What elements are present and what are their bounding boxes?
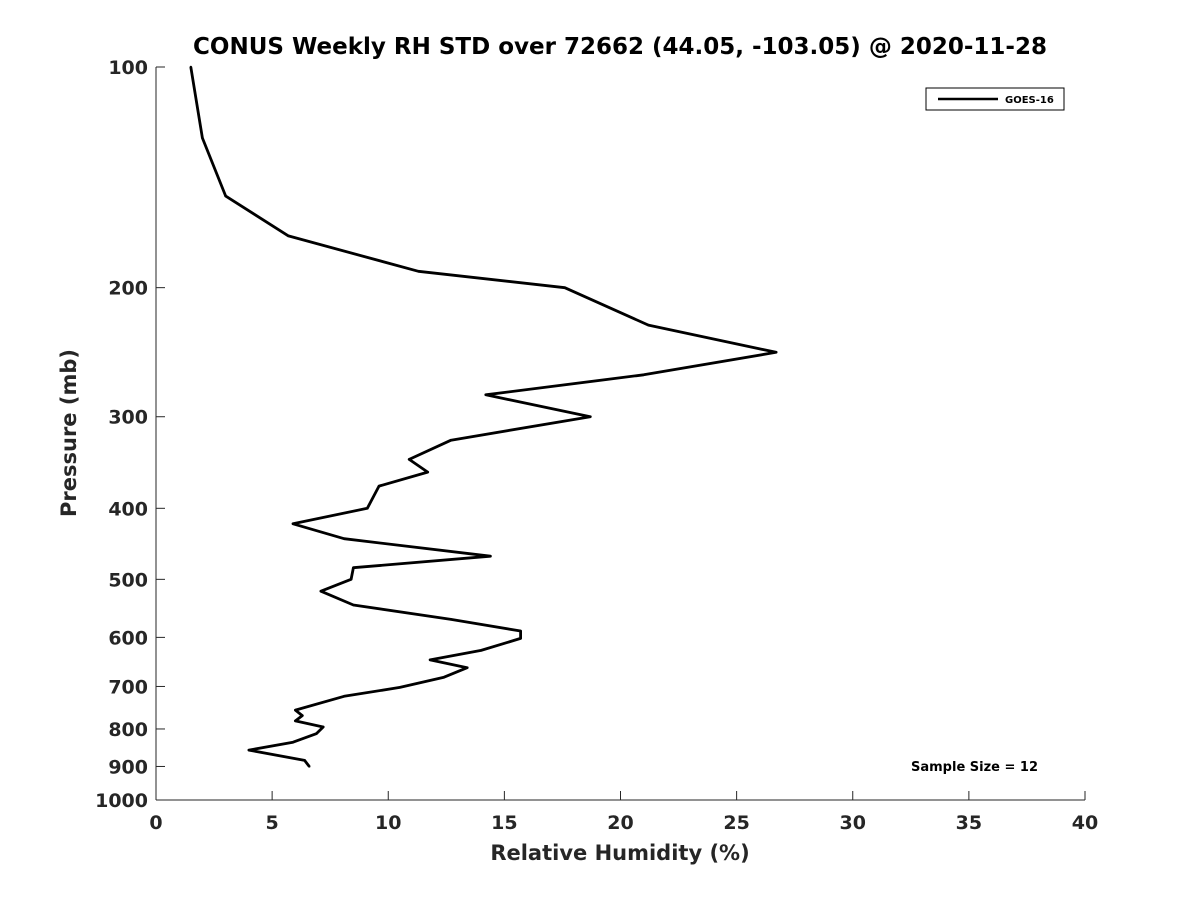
y-tick-label: 800 — [108, 719, 148, 741]
x-tick-label: 40 — [1072, 812, 1098, 834]
data-point — [189, 65, 193, 69]
y-tick-label: 600 — [108, 627, 148, 649]
data-point — [519, 637, 522, 640]
data-point — [428, 658, 432, 662]
data-point — [398, 686, 402, 689]
data-point — [589, 415, 592, 418]
data-point — [201, 136, 204, 140]
data-point — [349, 578, 353, 581]
y-tick-label: 700 — [108, 676, 148, 698]
data-point — [647, 323, 650, 327]
x-ticks: 0 5 10 15 20 25 30 35 40 — [149, 791, 1098, 834]
sample-size-annotation: Sample Size = 12 — [911, 760, 1038, 775]
data-point — [449, 618, 453, 621]
data-point — [291, 522, 295, 526]
data-point — [563, 286, 566, 289]
y-tick-label: 500 — [108, 569, 148, 591]
y-axis-label: Pressure (mb) — [57, 349, 81, 517]
legend-label-goes-16: GOES-16 — [1005, 95, 1054, 106]
data-point — [294, 719, 297, 723]
data-point — [366, 507, 369, 510]
data-point — [301, 714, 304, 717]
data-point — [308, 765, 311, 768]
data-point — [315, 732, 318, 735]
data-point — [426, 470, 429, 474]
data-point — [352, 603, 355, 607]
y-tick-label: 900 — [108, 756, 148, 778]
data-point — [489, 555, 492, 558]
x-tick-label: 20 — [607, 812, 633, 834]
y-ticks: 100 200 300 400 500 600 700 800 900 1000 — [95, 57, 165, 812]
x-tick-label: 25 — [723, 812, 749, 834]
data-point — [319, 590, 323, 593]
data-point — [417, 270, 420, 273]
x-axis-label: Relative Humidity (%) — [490, 841, 749, 865]
data-point — [294, 708, 297, 712]
y-tick-label: 100 — [108, 57, 148, 79]
x-tick-label: 0 — [149, 812, 162, 834]
data-point — [377, 484, 381, 488]
data-point — [342, 695, 346, 698]
data-point — [774, 351, 778, 354]
y-tick-label: 300 — [108, 407, 148, 429]
data-point — [224, 194, 227, 198]
y-tick-label: 400 — [108, 498, 148, 520]
data-point — [466, 666, 469, 669]
legend: GOES-16 — [925, 87, 1065, 111]
series-layer — [189, 65, 778, 768]
x-tick-label: 35 — [956, 812, 982, 834]
x-tick-label: 10 — [375, 812, 401, 834]
y-tick-label: 200 — [108, 278, 148, 300]
data-point — [642, 373, 645, 377]
data-point — [342, 537, 346, 540]
data-point — [352, 566, 355, 569]
data-point — [519, 629, 522, 633]
y-tick-label: 1000 — [95, 790, 148, 812]
data-point — [287, 234, 290, 238]
chart-title: CONUS Weekly RH STD over 72662 (44.05, -… — [193, 34, 1047, 60]
data-point — [322, 725, 325, 729]
data-point — [479, 649, 483, 652]
data-point — [442, 676, 446, 679]
data-point — [291, 741, 295, 744]
data-point — [484, 393, 487, 396]
data-point — [407, 458, 411, 461]
x-tick-label: 15 — [491, 812, 517, 834]
x-tick-label: 30 — [840, 812, 866, 834]
data-point — [449, 439, 453, 442]
data-point — [303, 759, 306, 762]
x-tick-label: 5 — [266, 812, 279, 834]
data-point — [247, 748, 251, 752]
